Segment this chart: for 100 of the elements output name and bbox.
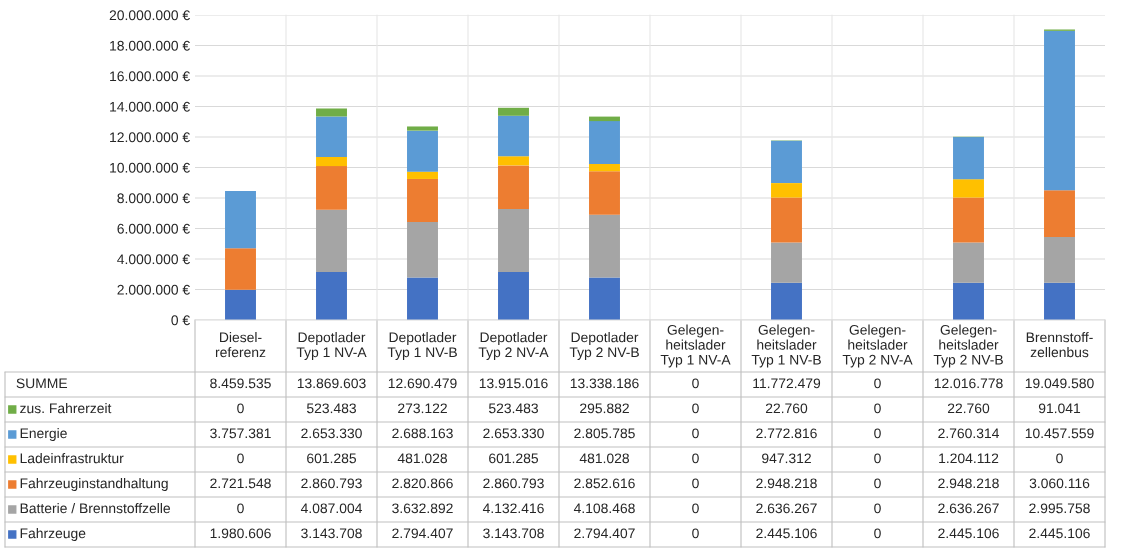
- y-tick-label: 2.000.000 €: [117, 284, 190, 295]
- data-label: 2.445.106: [756, 528, 817, 539]
- bar: [771, 140, 802, 184]
- bar: [316, 166, 347, 210]
- bar: [407, 221, 438, 278]
- bar: [589, 163, 620, 172]
- data-label: 0: [874, 478, 881, 489]
- data-label: 2.688.163: [392, 428, 453, 439]
- data-label: 2.772.816: [756, 428, 817, 439]
- data-label: 3.757.381: [210, 428, 271, 439]
- y-tick-label: 0 €: [171, 315, 190, 326]
- data-label: 0: [237, 403, 244, 414]
- x-tick-label: Depotlader Typ 1 NV-B: [387, 332, 457, 360]
- bar: [407, 171, 438, 179]
- legend-label: Fahrzeuginstandhaltung: [20, 478, 168, 491]
- bar: [589, 121, 620, 164]
- bar: [1044, 282, 1075, 320]
- y-tick-label: 4.000.000 €: [117, 254, 190, 265]
- text: 0: [692, 378, 699, 389]
- bar: [498, 209, 529, 273]
- data-label: 2.445.106: [938, 528, 999, 539]
- bar: [316, 209, 347, 273]
- data-label: 601.285: [489, 453, 539, 464]
- data-label: 0: [692, 453, 699, 464]
- data-label: 2.860.793: [483, 478, 544, 489]
- legend-label: Energie: [20, 428, 67, 441]
- data-label: 22.760: [947, 403, 990, 414]
- x-tick-label: Gelegen- heitslader Typ 1 NV-B: [751, 324, 821, 368]
- bar: [953, 137, 984, 180]
- data-label: 2.852.616: [574, 478, 635, 489]
- data-label: 0: [874, 528, 881, 539]
- y-tick-label: 8.000.000 €: [117, 193, 190, 204]
- data-label: 0: [874, 453, 881, 464]
- x-tick-label: Gelegen- heitslader Typ 2 NV-B: [933, 324, 1003, 368]
- text: 0: [874, 378, 881, 389]
- data-label: 1.980.606: [210, 528, 271, 539]
- bar: [953, 242, 984, 283]
- bar: [771, 282, 802, 320]
- data-label: 273.122: [398, 403, 447, 414]
- data-label: 3.060.116: [1029, 478, 1090, 489]
- data-label: 601.285: [307, 453, 357, 464]
- text: 11.772.479: [753, 378, 821, 389]
- legend-label: Ladeinfrastruktur: [20, 453, 124, 464]
- bar: [225, 248, 256, 290]
- x-tick-label: Diesel- referenz: [215, 332, 266, 358]
- bar: [953, 282, 984, 320]
- data-label: 0: [1056, 453, 1063, 464]
- bar: [316, 108, 347, 117]
- bar: [1044, 30, 1075, 191]
- bar: [316, 156, 347, 167]
- bar: [1044, 190, 1075, 238]
- y-tick-label: 10.000.000 €: [110, 162, 190, 173]
- text: 13.338.186: [570, 378, 639, 389]
- bar: [771, 242, 802, 283]
- data-label: 295.882: [580, 403, 629, 414]
- data-label: 4.132.416: [482, 503, 544, 514]
- x-tick-label: Depotlader Typ 1 NV-A: [296, 332, 367, 360]
- y-tick-label: 14.000.000 €: [110, 101, 190, 112]
- data-label: 22.760: [765, 403, 808, 414]
- data-label: 2.721.548: [210, 478, 271, 489]
- text: 13.869.603: [297, 378, 366, 389]
- bar: [953, 197, 984, 243]
- data-label: 2.636.267: [938, 503, 999, 514]
- data-label: 2.860.793: [301, 478, 362, 489]
- data-label: 3.632.892: [392, 503, 453, 514]
- data-label: 0: [692, 403, 699, 414]
- data-label: 2.995.758: [1029, 503, 1090, 514]
- data-label: 0: [874, 403, 881, 414]
- bar: [498, 115, 529, 157]
- bar: [407, 178, 438, 222]
- text: 12.690.479: [388, 378, 457, 389]
- bar: [1044, 237, 1075, 283]
- data-label: 4.108.468: [573, 503, 635, 514]
- data-label: 2.948.218: [938, 478, 999, 489]
- data-label: 0: [692, 428, 699, 439]
- data-label: 0: [692, 478, 699, 489]
- data-label: 1.204.112: [939, 453, 999, 464]
- text: 8.459.535: [210, 378, 271, 389]
- data-label: 2.820.866: [392, 478, 453, 489]
- bar: [498, 272, 529, 320]
- y-tick-label: 16.000.000 €: [110, 71, 190, 82]
- data-label: 91.041: [1038, 403, 1081, 414]
- data-label: 2.805.785: [574, 428, 635, 439]
- data-label: 2.794.407: [392, 528, 453, 539]
- text: 13.915.016: [479, 378, 548, 389]
- data-label: 0: [237, 503, 244, 514]
- bar: [589, 214, 620, 278]
- data-label: 2.653.330: [301, 428, 362, 439]
- y-tick-label: 12.000.000 €: [110, 132, 190, 143]
- data-label: 2.760.314: [938, 428, 999, 439]
- legend-label: Fahrzeuge: [20, 528, 86, 541]
- bar: [589, 171, 620, 215]
- data-label: 523.483: [306, 403, 356, 414]
- bar: [407, 277, 438, 320]
- bar: [498, 156, 529, 166]
- data-label: 0: [237, 453, 244, 464]
- bar: [589, 277, 620, 320]
- data-label: 10.457.559: [1025, 428, 1094, 439]
- data-label: 0: [692, 528, 699, 539]
- bar: [771, 197, 802, 243]
